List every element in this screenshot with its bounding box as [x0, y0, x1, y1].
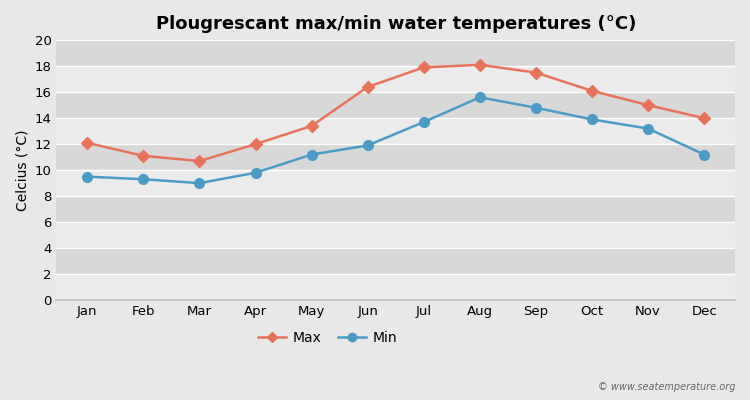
Legend: Max, Min: Max, Min: [253, 325, 404, 350]
Y-axis label: Celcius (°C): Celcius (°C): [15, 129, 29, 211]
Max: [307, 124, 316, 128]
Line: Min: Min: [82, 92, 709, 188]
Max: [82, 140, 92, 145]
Min: [532, 105, 541, 110]
Min: [139, 177, 148, 182]
Line: Max: Max: [83, 61, 708, 165]
Min: [363, 143, 372, 148]
Max: [587, 88, 596, 93]
Max: [251, 142, 260, 146]
Max: [700, 116, 709, 120]
Min: [307, 152, 316, 157]
Min: [251, 170, 260, 175]
Min: [587, 117, 596, 122]
Max: [363, 84, 372, 89]
Bar: [56, 40, 735, 66]
Max: [195, 159, 204, 164]
Min: [82, 174, 92, 179]
Min: [700, 152, 709, 157]
Bar: [56, 196, 735, 222]
Bar: [56, 92, 735, 118]
Bar: [56, 170, 735, 196]
Max: [644, 103, 652, 108]
Max: [139, 154, 148, 158]
Min: [195, 181, 204, 186]
Bar: [56, 222, 735, 248]
Bar: [56, 274, 735, 300]
Text: © www.seatemperature.org: © www.seatemperature.org: [598, 382, 735, 392]
Min: [476, 95, 484, 100]
Max: [476, 62, 484, 67]
Max: [532, 70, 541, 75]
Bar: [56, 248, 735, 274]
Max: [419, 65, 428, 70]
Title: Plougrescant max/min water temperatures (°C): Plougrescant max/min water temperatures …: [155, 15, 636, 33]
Bar: [56, 118, 735, 144]
Bar: [56, 66, 735, 92]
Min: [644, 126, 652, 131]
Min: [419, 120, 428, 124]
Bar: [56, 144, 735, 170]
